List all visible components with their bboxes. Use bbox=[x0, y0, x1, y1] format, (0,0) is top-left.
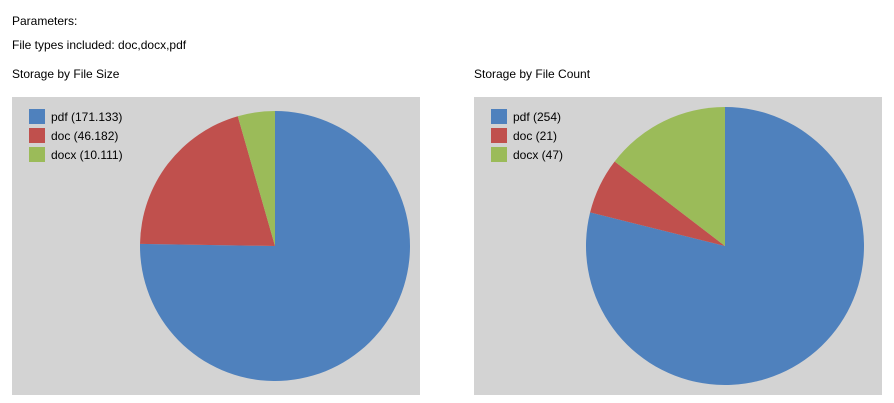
pie-svg bbox=[140, 111, 411, 381]
legend-swatch bbox=[491, 109, 507, 124]
file-types-text: File types included: doc,docx,pdf bbox=[12, 38, 187, 52]
legend-label: doc (46.182) bbox=[51, 128, 119, 143]
pie-slice-docx bbox=[237, 111, 275, 246]
legend-label: pdf (254) bbox=[513, 109, 562, 124]
pie-svg bbox=[586, 107, 864, 386]
pie-slice-doc bbox=[140, 116, 275, 246]
legend-swatch bbox=[29, 109, 45, 124]
legend-item-docx: docx (47) bbox=[491, 145, 563, 164]
legend-swatch bbox=[29, 128, 45, 143]
legend-label: docx (47) bbox=[513, 147, 564, 162]
legend: pdf (254) doc (21) docx (47) bbox=[491, 107, 563, 164]
pie-slice-pdf bbox=[586, 107, 864, 386]
legend-item-doc: doc (21) bbox=[491, 126, 563, 145]
chart-title-file-size: Storage by File Size bbox=[12, 67, 120, 81]
legend-swatch bbox=[491, 128, 507, 143]
legend-item-pdf: pdf (171.133) bbox=[29, 107, 123, 126]
legend-swatch bbox=[491, 147, 507, 162]
legend-item-docx: docx (10.111) bbox=[29, 145, 123, 164]
pie-slice-docx bbox=[614, 107, 725, 246]
legend-item-pdf: pdf (254) bbox=[491, 107, 563, 126]
pie-chart-file-count: pdf (254) doc (21) docx (47) bbox=[474, 97, 882, 395]
legend-label: pdf (171.133) bbox=[51, 109, 123, 124]
chart-title-file-count: Storage by File Count bbox=[474, 67, 591, 81]
legend-label: doc (21) bbox=[513, 128, 558, 143]
pie-slice-doc bbox=[590, 161, 725, 246]
legend-swatch bbox=[29, 147, 45, 162]
parameters-label: Parameters: bbox=[12, 14, 78, 28]
legend: pdf (171.133) doc (46.182) docx (10.111) bbox=[29, 107, 123, 164]
legend-label: docx (10.111) bbox=[51, 147, 123, 162]
pie-chart-file-size: pdf (171.133) doc (46.182) docx (10.111) bbox=[12, 97, 420, 395]
legend-item-doc: doc (46.182) bbox=[29, 126, 123, 145]
